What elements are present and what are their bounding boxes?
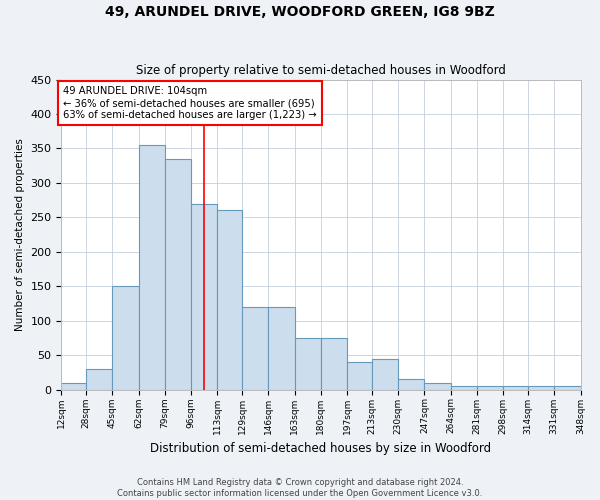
Y-axis label: Number of semi-detached properties: Number of semi-detached properties	[15, 138, 25, 331]
Bar	[191, 204, 217, 390]
Bar	[528, 386, 554, 390]
Bar	[451, 386, 477, 390]
Bar	[424, 383, 451, 390]
Text: 49 ARUNDEL DRIVE: 104sqm
← 36% of semi-detached houses are smaller (695)
63% of : 49 ARUNDEL DRIVE: 104sqm ← 36% of semi-d…	[63, 86, 317, 120]
Bar	[554, 386, 581, 390]
Bar	[268, 307, 295, 390]
Bar	[86, 369, 112, 390]
Bar	[112, 286, 139, 390]
Bar	[242, 307, 268, 390]
Bar	[398, 380, 424, 390]
Bar	[295, 338, 321, 390]
Bar	[217, 210, 242, 390]
Bar	[347, 362, 372, 390]
Bar	[165, 159, 191, 390]
Text: 49, ARUNDEL DRIVE, WOODFORD GREEN, IG8 9BZ: 49, ARUNDEL DRIVE, WOODFORD GREEN, IG8 9…	[105, 5, 495, 19]
Bar	[321, 338, 347, 390]
X-axis label: Distribution of semi-detached houses by size in Woodford: Distribution of semi-detached houses by …	[151, 442, 491, 455]
Bar	[372, 358, 398, 390]
Title: Size of property relative to semi-detached houses in Woodford: Size of property relative to semi-detach…	[136, 64, 506, 77]
Bar	[139, 145, 165, 390]
Bar	[503, 386, 528, 390]
Bar	[477, 386, 503, 390]
Text: Contains HM Land Registry data © Crown copyright and database right 2024.
Contai: Contains HM Land Registry data © Crown c…	[118, 478, 482, 498]
Bar	[61, 383, 86, 390]
